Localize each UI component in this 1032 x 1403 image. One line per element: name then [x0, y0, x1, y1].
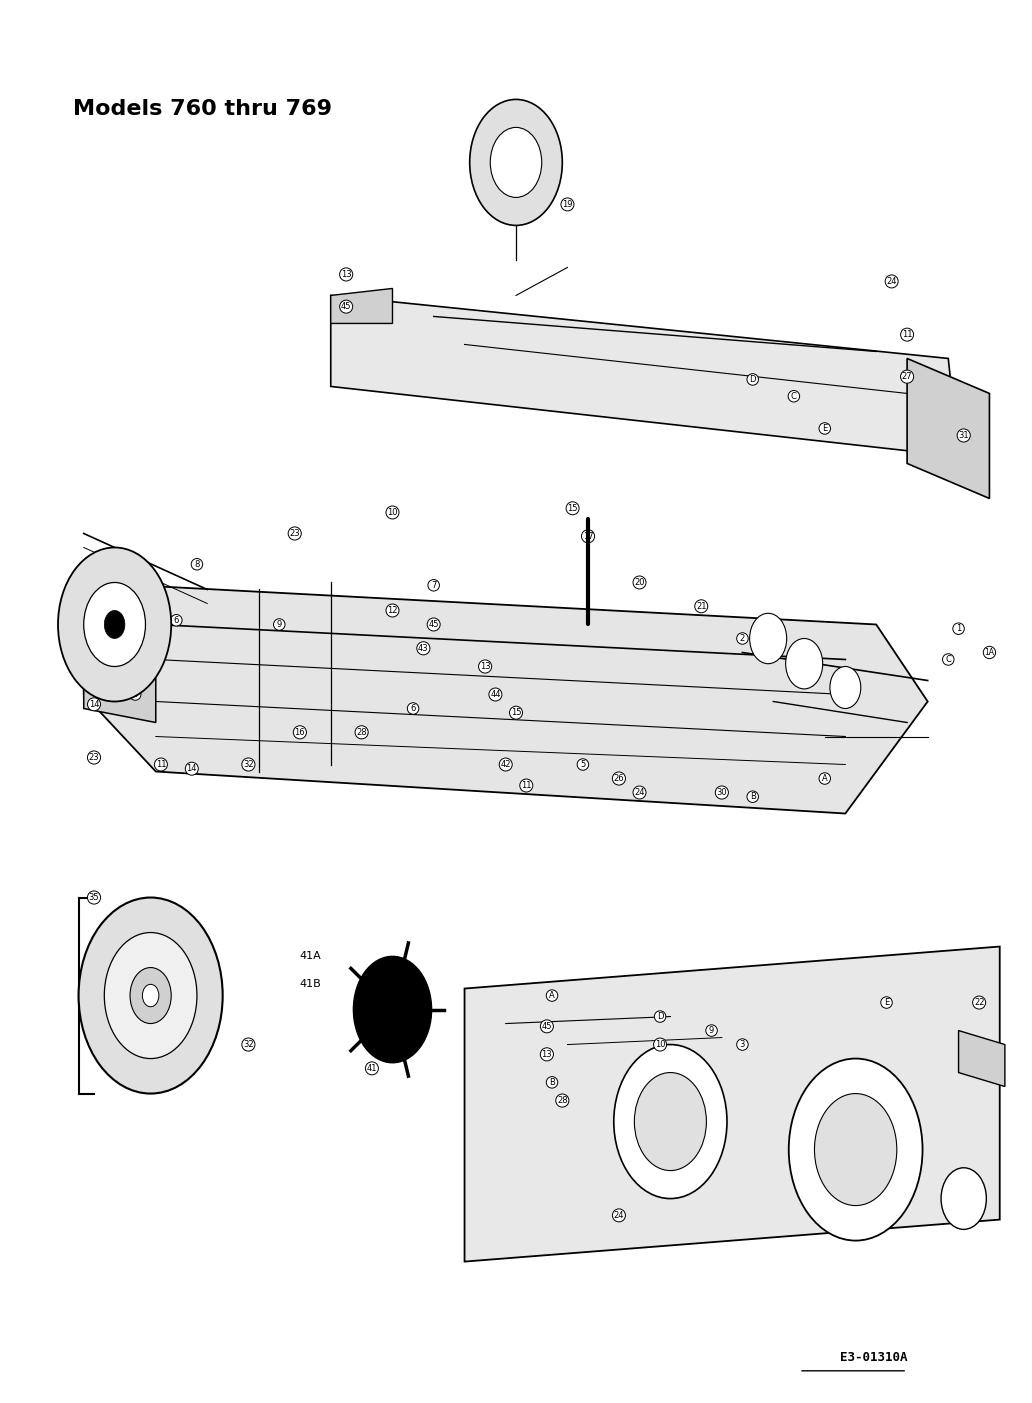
Circle shape: [635, 1072, 707, 1170]
Text: 32: 32: [244, 1040, 254, 1049]
Text: 45: 45: [428, 620, 439, 629]
Text: A: A: [821, 774, 828, 783]
Polygon shape: [959, 1031, 1005, 1086]
Text: C: C: [945, 655, 952, 664]
Text: 37: 37: [187, 1040, 197, 1049]
Text: 15: 15: [511, 709, 521, 717]
Text: 23: 23: [89, 753, 99, 762]
Circle shape: [58, 547, 171, 702]
Text: 17: 17: [583, 532, 593, 540]
Text: 41A: 41A: [299, 951, 321, 961]
Text: 45: 45: [341, 302, 352, 311]
Text: 44: 44: [490, 690, 501, 699]
Text: 11: 11: [521, 781, 531, 790]
Circle shape: [749, 613, 786, 664]
Text: 15: 15: [568, 504, 578, 512]
Text: B: B: [549, 1078, 555, 1087]
Circle shape: [353, 957, 431, 1062]
Text: 28: 28: [356, 728, 367, 737]
Text: 41: 41: [366, 1063, 377, 1073]
Text: 13: 13: [341, 269, 352, 279]
Circle shape: [490, 128, 542, 198]
Text: 40: 40: [104, 1030, 115, 1040]
Text: 41B: 41B: [299, 979, 321, 989]
Circle shape: [78, 898, 223, 1093]
Text: 11: 11: [902, 330, 912, 340]
Text: E3-01310A: E3-01310A: [840, 1351, 907, 1364]
Text: 9: 9: [709, 1026, 714, 1035]
Text: 24: 24: [614, 1211, 624, 1219]
Text: 21: 21: [696, 602, 707, 610]
Text: 13: 13: [542, 1049, 552, 1059]
Text: B: B: [750, 793, 755, 801]
Text: 30: 30: [716, 788, 728, 797]
Text: D: D: [749, 375, 756, 384]
Text: E: E: [883, 998, 890, 1007]
Circle shape: [470, 100, 562, 226]
Circle shape: [142, 985, 159, 1007]
Circle shape: [941, 1167, 987, 1229]
Text: 6: 6: [411, 704, 416, 713]
Polygon shape: [330, 296, 959, 456]
Text: 6: 6: [173, 616, 179, 624]
Text: 45: 45: [542, 1021, 552, 1031]
Text: 13: 13: [480, 662, 490, 671]
Text: 8: 8: [194, 560, 199, 568]
Text: 2: 2: [740, 634, 745, 643]
Polygon shape: [330, 289, 392, 324]
Text: 4: 4: [132, 690, 138, 699]
Text: E: E: [823, 424, 828, 434]
Polygon shape: [464, 947, 1000, 1261]
Polygon shape: [84, 582, 928, 814]
Text: 10: 10: [655, 1040, 666, 1049]
Text: 19: 19: [562, 199, 573, 209]
Text: 14: 14: [187, 765, 197, 773]
Polygon shape: [907, 358, 990, 498]
Text: 24: 24: [635, 788, 645, 797]
Text: 12: 12: [387, 606, 397, 615]
Text: 14: 14: [89, 700, 99, 709]
Circle shape: [84, 582, 146, 666]
Text: 24: 24: [886, 276, 897, 286]
Text: 11: 11: [156, 760, 166, 769]
Text: C: C: [791, 391, 797, 401]
Text: 16: 16: [294, 728, 305, 737]
Text: 1A: 1A: [985, 648, 995, 657]
Circle shape: [104, 933, 197, 1058]
Text: D: D: [656, 1012, 664, 1021]
Circle shape: [830, 666, 861, 709]
Text: 32: 32: [244, 760, 254, 769]
Text: A: A: [549, 991, 555, 1000]
Text: 42: 42: [501, 760, 511, 769]
Text: Models 760 thru 769: Models 760 thru 769: [73, 100, 332, 119]
Text: 5: 5: [580, 760, 585, 769]
Text: 38: 38: [166, 1049, 176, 1059]
Text: 43: 43: [418, 644, 428, 652]
Circle shape: [814, 1093, 897, 1205]
Text: 9: 9: [277, 620, 282, 629]
Text: 27: 27: [902, 372, 912, 382]
Polygon shape: [84, 582, 156, 723]
Text: 23: 23: [289, 529, 300, 537]
Text: 35: 35: [89, 894, 99, 902]
Circle shape: [614, 1045, 727, 1198]
Text: 1: 1: [956, 624, 961, 633]
Text: 20: 20: [635, 578, 645, 586]
Text: 26: 26: [614, 774, 624, 783]
Text: 7: 7: [431, 581, 437, 589]
Circle shape: [130, 968, 171, 1024]
Text: 22: 22: [974, 998, 985, 1007]
Text: 31: 31: [959, 431, 969, 441]
Text: 3: 3: [740, 1040, 745, 1049]
Circle shape: [104, 610, 125, 638]
Circle shape: [785, 638, 823, 689]
Text: 28: 28: [557, 1096, 568, 1106]
Circle shape: [788, 1058, 923, 1240]
Text: 36: 36: [125, 1049, 135, 1059]
Text: 10: 10: [387, 508, 397, 516]
